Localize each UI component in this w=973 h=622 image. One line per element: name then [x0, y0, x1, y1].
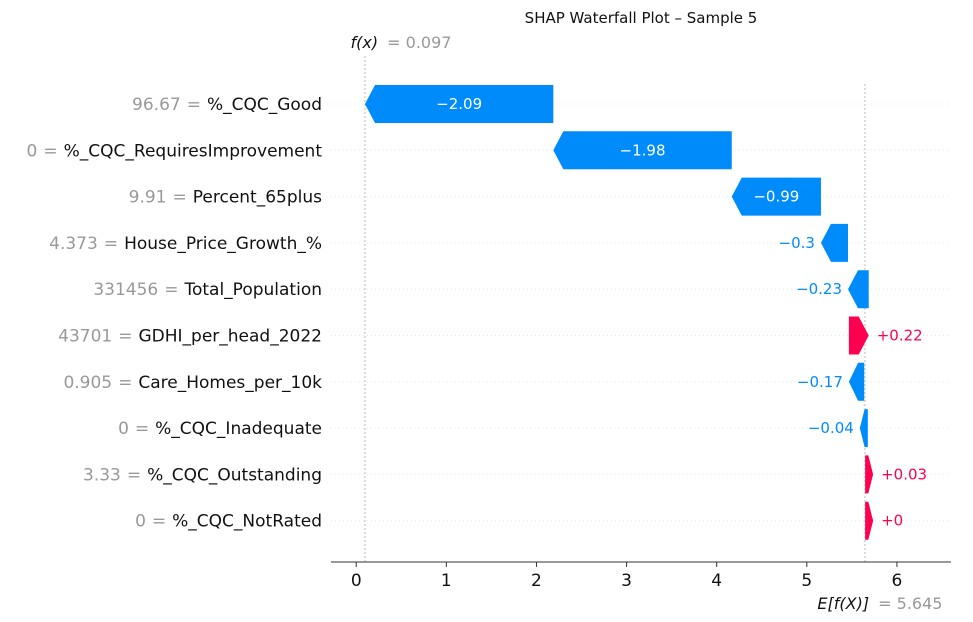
- x-tick-label: 3: [621, 571, 632, 591]
- feature-value: 4.373: [49, 234, 98, 254]
- fx-annotation: f(x) = 0.097: [350, 33, 451, 52]
- x-tick-label: 2: [531, 571, 542, 591]
- bar-value-label: −1.98: [620, 141, 666, 159]
- equals-sign: =: [187, 95, 201, 115]
- feature-name: %_CQC_Good: [207, 95, 322, 115]
- feature-name: Total_Population: [183, 280, 322, 300]
- bar-value-label: +0.22: [877, 327, 923, 345]
- negative-bar: [553, 131, 732, 170]
- bar-value-label: −0.99: [753, 188, 799, 206]
- negative-bar: [847, 270, 869, 309]
- negative-bar: [364, 85, 554, 123]
- feature-value: 9.91: [129, 188, 167, 208]
- bar-value-label: +0: [881, 512, 903, 530]
- feature-label: 43701 = GDHI_per_head_2022: [58, 327, 322, 347]
- equals-sign: =: [127, 465, 141, 485]
- base-value-text: = 5.645: [878, 594, 942, 613]
- feature-value: 0: [27, 141, 38, 161]
- positive-bar: [865, 501, 874, 540]
- x-tick-label: 1: [441, 571, 452, 591]
- equals-sign: =: [104, 234, 118, 254]
- bar-value-label: −0.04: [808, 419, 854, 437]
- feature-label: 4.373 = House_Price_Growth_%: [49, 234, 322, 254]
- feature-label: 0 = %_CQC_Inadequate: [118, 419, 322, 439]
- feature-value: 0: [135, 512, 146, 532]
- feature-label: 96.67 = %_CQC_Good: [132, 95, 322, 115]
- equals-sign: =: [118, 327, 132, 347]
- feature-label: 9.91 = Percent_65plus: [129, 188, 322, 208]
- feature-value: 0.905: [63, 373, 112, 393]
- x-tick-label: 6: [892, 571, 903, 591]
- positive-bar: [848, 316, 869, 355]
- equals-sign: =: [173, 188, 187, 208]
- fx-value: = 0.097: [387, 33, 451, 52]
- base-value-annotation: E[f(X)] = 5.645: [817, 594, 942, 613]
- bar-value-label: +0.03: [881, 465, 927, 483]
- feature-label: 0 = %_CQC_NotRated: [135, 512, 322, 532]
- feature-name: %_CQC_Outstanding: [147, 465, 322, 485]
- x-axis-ticks: 0 1 2 3 4 5 6: [351, 562, 903, 591]
- equals-sign: =: [135, 419, 149, 439]
- bar-value-label: −2.09: [436, 95, 482, 113]
- feature-name: GDHI_per_head_2022: [138, 327, 322, 347]
- feature-name: %_CQC_RequiresImprovement: [64, 141, 323, 161]
- feature-value: 331456: [93, 280, 158, 300]
- feature-value: 0: [118, 419, 129, 439]
- equals-sign: =: [152, 512, 166, 532]
- fx-label: f(x): [350, 33, 378, 52]
- equals-sign: =: [43, 141, 57, 161]
- feature-label: 3.33 = %_CQC_Outstanding: [83, 465, 322, 485]
- feature-value: 96.67: [132, 95, 181, 115]
- x-tick-label: 5: [801, 571, 812, 591]
- negative-bar: [848, 362, 865, 401]
- negative-bar: [731, 177, 821, 216]
- x-tick-label: 4: [711, 571, 722, 591]
- feature-value: 43701: [58, 327, 112, 347]
- negative-bar: [820, 223, 848, 262]
- feature-name: %_CQC_Inadequate: [155, 419, 322, 439]
- positive-bar: [865, 455, 874, 494]
- feature-label: 331456 = Total_Population: [93, 280, 322, 300]
- equals-sign: =: [118, 373, 132, 393]
- waterfall-bars: −2.09 −1.98 −0.99 −0.3 −0.23 +0.22 −0.17 −0.04 +…: [364, 85, 927, 540]
- feature-label: 0 = %_CQC_RequiresImprovement: [27, 141, 323, 161]
- bar-value-label: −0.3: [779, 234, 815, 252]
- feature-name: House_Price_Growth_%: [124, 234, 322, 254]
- bar-value-label: −0.23: [796, 280, 842, 298]
- feature-name: Care_Homes_per_10k: [138, 373, 322, 393]
- feature-label: 0.905 = Care_Homes_per_10k: [63, 373, 322, 393]
- bar-value-label: −0.17: [797, 373, 843, 391]
- equals-sign: =: [164, 280, 178, 300]
- feature-name: Percent_65plus: [193, 188, 322, 208]
- base-value-label: E[f(X)]: [817, 594, 869, 613]
- feature-value: 3.33: [83, 465, 121, 485]
- x-tick-label: 0: [351, 571, 362, 591]
- chart-title: SHAP Waterfall Plot – Sample 5: [525, 9, 758, 27]
- negative-bar: [859, 409, 868, 448]
- feature-name: %_CQC_NotRated: [172, 512, 322, 532]
